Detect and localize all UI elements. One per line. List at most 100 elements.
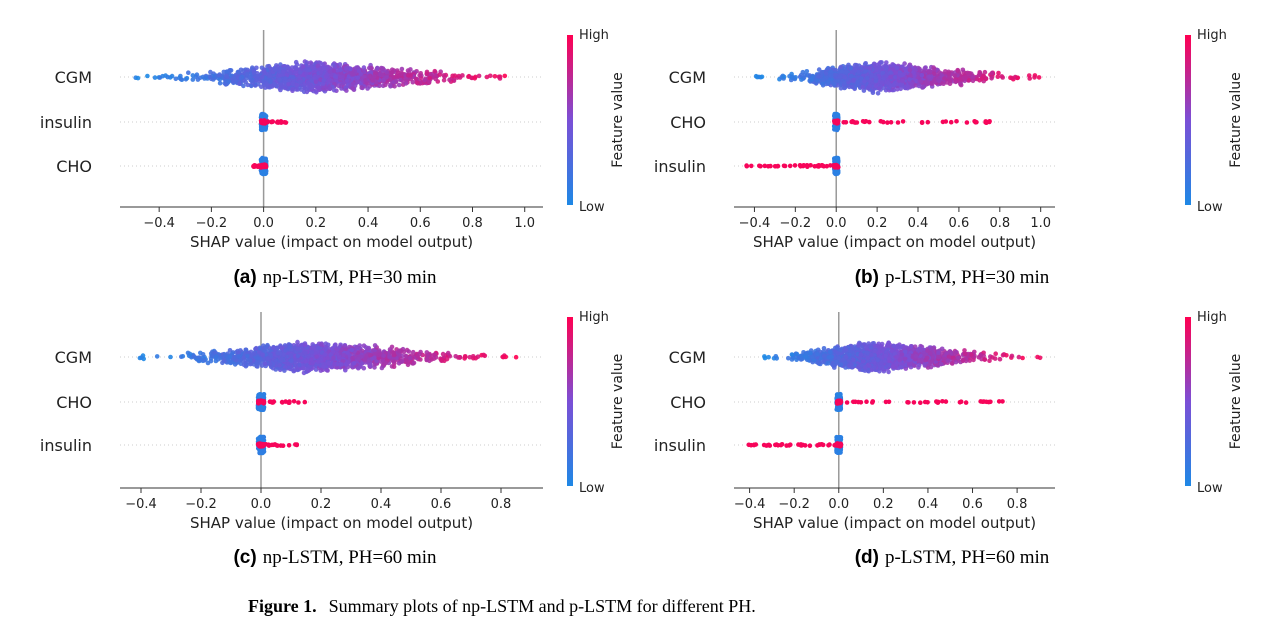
- shap-point: [355, 79, 360, 85]
- shap-point: [907, 77, 912, 82]
- colorbar-low-label: Low: [579, 200, 605, 215]
- shap-point: [432, 352, 438, 358]
- shap-point: [878, 119, 884, 124]
- shap-point: [775, 163, 781, 169]
- shap-point: [245, 82, 251, 88]
- shap-point: [394, 78, 399, 84]
- shap-point: [261, 68, 267, 74]
- shap-point: [960, 67, 966, 73]
- shap-point: [238, 75, 244, 81]
- shap-point: [982, 69, 988, 75]
- shap-point: [186, 70, 191, 75]
- shap-point: [305, 80, 311, 86]
- shap-point: [831, 81, 837, 87]
- shap-point: [293, 66, 299, 71]
- shap-point: [178, 77, 184, 82]
- x-axis-label: SHAP value (impact on model output): [753, 233, 1036, 251]
- shap-point: [135, 75, 141, 81]
- shap-point: [344, 88, 349, 93]
- shap-point: [943, 119, 949, 124]
- shap-point: [996, 70, 1001, 76]
- shap-point: [924, 82, 929, 87]
- shap-point: [281, 69, 286, 74]
- shap-point: [437, 72, 443, 77]
- shap-point: [294, 82, 300, 88]
- shap-point: [883, 73, 889, 79]
- shap-point: [313, 79, 319, 85]
- shap-point: [966, 77, 972, 83]
- shap-point: [157, 75, 163, 80]
- shap-point: [254, 65, 259, 71]
- shap-point: [290, 81, 296, 87]
- shap-point: [440, 351, 446, 357]
- colorbar-title: Feature value: [610, 72, 626, 168]
- points-insulin: [258, 111, 289, 133]
- shap-point: [329, 72, 334, 78]
- shap-point: [492, 74, 498, 79]
- shap-point: [476, 73, 482, 79]
- shap-point: [513, 354, 519, 360]
- shap-point: [939, 73, 944, 78]
- shap-point: [453, 354, 459, 359]
- shap-point: [879, 60, 884, 65]
- shap-point: [217, 77, 223, 82]
- panel-c-caption: (c) np-LSTM, PH=60 min: [233, 547, 437, 568]
- shap-point: [145, 73, 150, 79]
- shap-point: [259, 74, 265, 80]
- shap-point: [757, 163, 762, 169]
- shap-point: [330, 62, 336, 67]
- shap-point: [236, 69, 241, 75]
- shap-point: [922, 65, 928, 71]
- shap-point: [273, 67, 278, 72]
- shap-point: [289, 65, 295, 70]
- shap-point: [294, 62, 300, 67]
- shap-point: [173, 76, 179, 82]
- shap-point: [427, 75, 433, 81]
- shap-point: [365, 86, 370, 91]
- shap-point: [874, 67, 879, 72]
- shap-point: [473, 355, 479, 361]
- shap-point: [753, 73, 759, 79]
- shap-point: [841, 120, 846, 125]
- shap-point: [989, 70, 995, 76]
- shap-point: [426, 79, 432, 85]
- shap-point: [883, 67, 889, 73]
- shap-point: [348, 66, 353, 72]
- shap-point: [267, 73, 273, 78]
- shap-point: [327, 86, 333, 91]
- shap-point: [444, 356, 450, 362]
- shap-point: [381, 77, 386, 83]
- shap-point: [268, 66, 273, 71]
- shap-point: [832, 113, 838, 118]
- shap-point: [457, 75, 463, 80]
- feature-label-cho: CHO: [56, 393, 92, 412]
- points-cgm: [133, 59, 508, 95]
- colorbar-title: Feature value: [1228, 72, 1244, 168]
- x-tick-label: 0.4: [908, 216, 929, 231]
- shap-point: [851, 77, 856, 83]
- feature-label-insulin: insulin: [654, 157, 706, 176]
- shap-point: [208, 69, 213, 75]
- shap-point: [395, 70, 401, 75]
- shap-point: [405, 68, 411, 73]
- shap-point: [983, 76, 989, 82]
- shap-point: [931, 78, 937, 84]
- shap-point: [301, 64, 306, 69]
- shap-point: [294, 87, 299, 92]
- shap-point: [898, 82, 903, 88]
- shap-point: [439, 358, 445, 363]
- shap-point: [399, 66, 405, 72]
- shap-point: [207, 74, 213, 80]
- shap-point: [967, 71, 972, 76]
- shap-point: [205, 360, 211, 366]
- points-cho: [831, 111, 992, 133]
- shap-point: [891, 62, 896, 68]
- colorbar: [1185, 35, 1191, 205]
- shap-point: [473, 74, 478, 80]
- shap-point: [290, 74, 296, 80]
- shap-point: [247, 75, 253, 80]
- points-cho: [251, 155, 269, 177]
- shap-point: [359, 85, 365, 90]
- shap-point: [251, 68, 257, 74]
